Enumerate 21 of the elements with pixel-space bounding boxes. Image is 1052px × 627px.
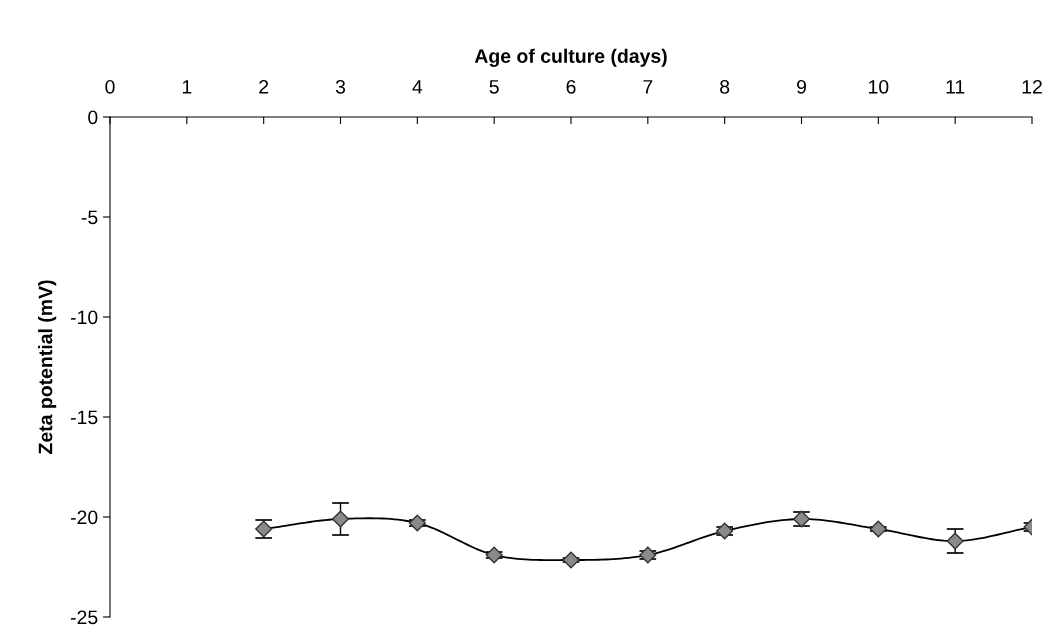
x-tick-label: 11 bbox=[946, 80, 965, 94]
x-tick-label: 12 bbox=[1022, 79, 1042, 94]
y-tick-label: -20 bbox=[70, 510, 98, 525]
y-tick-label: 0 bbox=[88, 110, 98, 125]
x-tick-label: 5 bbox=[489, 80, 499, 94]
x-tick-label: 6 bbox=[566, 79, 576, 94]
y-tick-label: -10 bbox=[70, 310, 98, 325]
y-tick-label: -5 bbox=[81, 210, 98, 225]
x-tick-label: 8 bbox=[720, 79, 730, 94]
x-tick-label: 0 bbox=[105, 79, 115, 94]
x-tick-label: 9 bbox=[797, 79, 806, 94]
x-tick-label: 7 bbox=[643, 80, 653, 94]
x-axis-title: Age of culture (days) bbox=[474, 48, 667, 67]
x-tick-label: 4 bbox=[412, 80, 423, 94]
y-tick-label: -25 bbox=[70, 610, 98, 625]
y-axis-title: Zeta potential (mV) bbox=[38, 280, 57, 454]
x-tick-label: 10 bbox=[869, 79, 889, 94]
x-tick-label: 1 bbox=[182, 80, 192, 94]
x-tick-label: 3 bbox=[335, 79, 346, 94]
y-tick-label: -15 bbox=[70, 410, 98, 425]
x-tick-label: 2 bbox=[259, 79, 269, 94]
